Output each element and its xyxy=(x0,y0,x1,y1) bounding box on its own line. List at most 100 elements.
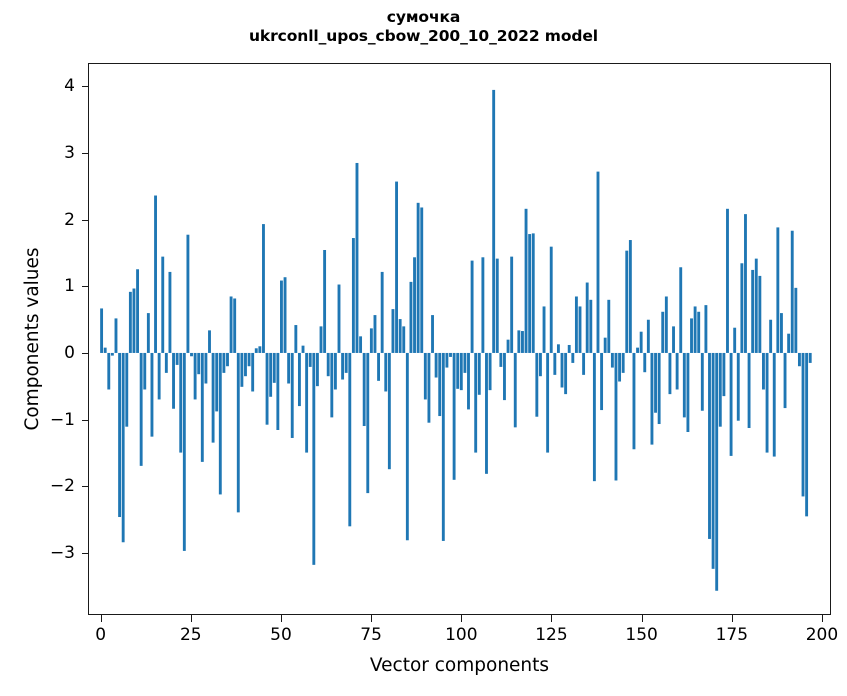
chart-title-block: сумочка ukrconll_upos_cbow_200_10_2022 m… xyxy=(0,8,847,46)
bar xyxy=(215,352,219,412)
bar xyxy=(582,352,586,375)
bar xyxy=(474,352,478,453)
x-tick-label: 75 xyxy=(360,625,382,645)
bar xyxy=(452,352,456,480)
bar xyxy=(718,352,722,427)
bar xyxy=(154,195,157,353)
y-tick-label: 3 xyxy=(64,143,75,163)
bar xyxy=(726,208,729,353)
bar xyxy=(513,352,517,428)
x-tick-label: 175 xyxy=(715,625,749,645)
bar xyxy=(693,306,697,353)
bar xyxy=(467,352,470,410)
bar xyxy=(387,352,391,470)
bar xyxy=(463,352,467,373)
y-axis-label-container: Components values xyxy=(0,0,43,552)
bar xyxy=(384,352,388,392)
bar xyxy=(143,352,147,390)
bar xyxy=(538,352,542,377)
bar xyxy=(348,352,352,527)
bar xyxy=(528,234,532,353)
bar xyxy=(488,352,492,391)
x-axis-label: Vector components xyxy=(369,655,550,676)
bar xyxy=(305,352,309,453)
bar xyxy=(251,352,255,392)
bar xyxy=(413,257,416,353)
bar xyxy=(567,344,571,353)
bar xyxy=(485,352,488,474)
bar xyxy=(571,352,575,363)
bar xyxy=(682,352,686,418)
x-tick-mark xyxy=(100,615,102,622)
y-tick-mark xyxy=(81,419,88,421)
bar xyxy=(193,352,197,400)
bar xyxy=(708,352,711,539)
bar xyxy=(654,352,657,413)
bar xyxy=(218,352,222,495)
bar xyxy=(146,313,150,353)
bar xyxy=(161,256,165,353)
chart-subtitle: ukrconll_upos_cbow_200_10_2022 model xyxy=(248,26,599,45)
bar xyxy=(801,352,805,497)
bar xyxy=(499,352,503,367)
bar xyxy=(258,346,262,353)
y-axis-label: Components values xyxy=(22,247,43,431)
bar xyxy=(333,352,337,390)
bar xyxy=(747,352,751,429)
bar xyxy=(197,352,201,375)
bar xyxy=(344,352,348,373)
bar xyxy=(204,352,208,384)
bar xyxy=(326,352,330,377)
bar xyxy=(794,287,798,353)
bar xyxy=(661,311,665,353)
bar xyxy=(290,352,294,438)
bar xyxy=(805,352,809,517)
bar xyxy=(776,227,780,353)
x-tick-mark xyxy=(190,615,192,622)
bar xyxy=(182,352,186,551)
bar xyxy=(797,352,801,367)
bar xyxy=(481,257,485,353)
bar xyxy=(470,260,474,353)
bar xyxy=(650,352,654,445)
bar xyxy=(107,352,111,390)
bar xyxy=(600,352,604,411)
plot-area xyxy=(88,63,831,615)
bar xyxy=(409,281,413,353)
x-tick-mark xyxy=(641,615,643,622)
bar xyxy=(244,352,247,377)
bar xyxy=(287,352,291,384)
bar xyxy=(549,246,553,353)
bar xyxy=(607,299,611,353)
bar xyxy=(542,306,546,353)
bar xyxy=(736,352,740,421)
bar xyxy=(589,299,593,353)
bar xyxy=(769,319,773,353)
bar xyxy=(114,318,118,353)
y-tick-mark xyxy=(81,219,88,221)
bar xyxy=(722,352,726,397)
bar xyxy=(772,352,776,457)
bar xyxy=(744,214,747,353)
bar xyxy=(596,171,600,353)
bar xyxy=(762,352,765,390)
bar xyxy=(294,325,298,353)
bar xyxy=(359,336,363,353)
bar xyxy=(733,327,737,353)
bar xyxy=(280,280,283,353)
bar xyxy=(564,352,568,395)
bar xyxy=(211,352,215,443)
bar xyxy=(312,352,316,565)
bar xyxy=(553,352,557,375)
bar xyxy=(416,202,420,353)
bar xyxy=(668,352,672,395)
bar xyxy=(506,339,510,353)
bar xyxy=(686,352,690,432)
bar xyxy=(492,89,496,353)
bar xyxy=(711,352,715,569)
bar xyxy=(139,352,143,466)
bar xyxy=(157,352,161,400)
bar xyxy=(546,352,550,453)
bar xyxy=(297,352,301,407)
bar xyxy=(236,352,240,513)
